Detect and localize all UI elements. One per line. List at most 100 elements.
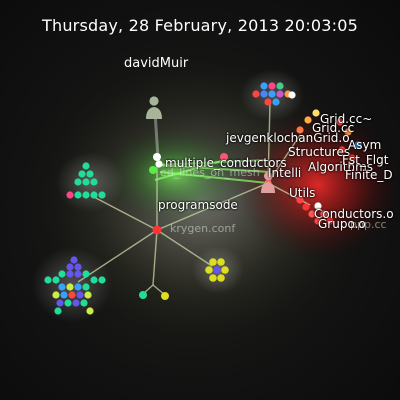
file-label-grid-cc-tilde[interactable]: Grid.cc~ [320, 112, 373, 126]
node [338, 146, 346, 154]
file-label-utils[interactable]: Utils [289, 186, 316, 200]
contributor-avatar-icon[interactable] [261, 172, 275, 193]
node [320, 210, 328, 218]
node [86, 170, 94, 178]
node [276, 82, 284, 90]
file-label-conductors[interactable]: Conductors.o [314, 207, 394, 221]
file-label-fst-flgt[interactable]: Fst_Flgt [342, 153, 389, 167]
node [56, 299, 64, 307]
node [314, 217, 322, 225]
node [74, 178, 82, 186]
node [217, 258, 225, 266]
user-name-label: davidMuir [124, 56, 189, 71]
node [44, 276, 52, 284]
node [72, 299, 80, 307]
edge-hub-bottomleft-cluster [77, 229, 158, 283]
node [90, 191, 98, 199]
file-label-lines-on-mesh[interactable]: ed_lines_on_mesh [160, 166, 260, 179]
file-label-ppp[interactable]: ppp.cc [350, 218, 387, 231]
file-label-jevgenklochan[interactable]: jevgenklochanGrid.o [226, 131, 350, 145]
node [66, 283, 74, 291]
file-label-programsode[interactable]: programsode [158, 198, 238, 212]
node [264, 98, 272, 106]
file-label-finite-d[interactable]: Finite_D [345, 168, 393, 182]
node-multiple-conductors[interactable] [153, 153, 161, 161]
node-pink[interactable] [220, 153, 228, 161]
node [268, 90, 276, 98]
file-label-algorithms[interactable]: Algorithms [308, 160, 374, 174]
node [260, 90, 268, 98]
node [82, 162, 90, 170]
node [66, 270, 74, 278]
node [68, 291, 76, 299]
edge-hub-left-cluster [91, 195, 158, 231]
cluster-left[interactable] [66, 162, 106, 199]
user-avatar-icon[interactable] [146, 96, 162, 119]
beam-user-to-node [153, 111, 160, 159]
active-edge-2 [156, 159, 266, 166]
node [209, 274, 217, 282]
node [70, 256, 78, 264]
edge-hub-bottom-pair [152, 229, 158, 286]
node [58, 283, 66, 291]
node [90, 276, 98, 284]
node [74, 191, 82, 199]
node [260, 82, 268, 90]
node [312, 109, 320, 117]
node [308, 210, 316, 218]
node [82, 178, 90, 186]
node [98, 276, 106, 284]
node [304, 116, 312, 124]
active-edge-1 [156, 164, 271, 173]
node [82, 283, 90, 291]
node [74, 283, 82, 291]
node [272, 98, 280, 106]
node [90, 178, 98, 186]
node [296, 196, 304, 204]
file-label-grid-cc[interactable]: Grid.cc [312, 121, 355, 135]
node [139, 291, 147, 299]
node [84, 291, 92, 299]
cluster-red[interactable] [296, 109, 362, 225]
active-edge-4 [154, 159, 226, 181]
file-label-asym[interactable]: Asym [348, 138, 382, 152]
node [54, 307, 62, 315]
node [348, 154, 356, 162]
node [52, 291, 60, 299]
node [326, 217, 334, 225]
node [296, 126, 304, 134]
node [161, 292, 169, 300]
node [217, 274, 225, 282]
node [268, 82, 276, 90]
node [64, 299, 72, 307]
node [86, 307, 94, 315]
node [66, 191, 74, 199]
cluster-bottomleft[interactable] [44, 256, 106, 315]
node [76, 291, 84, 299]
file-label-krygen[interactable]: krygen.conf [170, 222, 236, 235]
node [221, 266, 229, 274]
cluster-topright[interactable] [252, 82, 296, 106]
node [205, 266, 213, 274]
cluster-bottom-pair[interactable] [139, 291, 169, 300]
file-label-multiple-conductors[interactable]: multiple_conductors [165, 156, 287, 170]
node [302, 203, 310, 211]
node-green-active[interactable] [149, 166, 157, 174]
file-label-structures[interactable]: Structures [288, 145, 351, 159]
cluster-glow-left [56, 152, 124, 212]
node [344, 128, 352, 136]
file-label-intelli[interactable]: Intelli [268, 166, 302, 180]
node [82, 191, 90, 199]
file-label-grupo[interactable]: Grupo.o [318, 217, 366, 231]
node-multiple-conductors-2[interactable] [155, 160, 163, 168]
node [288, 91, 296, 99]
node [314, 202, 322, 210]
date-time-display: Thursday, 28 February, 2013 20:03:05 [42, 16, 358, 35]
hub-node[interactable] [152, 225, 162, 235]
node [209, 258, 217, 266]
node [52, 276, 60, 284]
cluster-bottomright[interactable] [205, 258, 229, 282]
edge-right-topright [267, 101, 271, 184]
